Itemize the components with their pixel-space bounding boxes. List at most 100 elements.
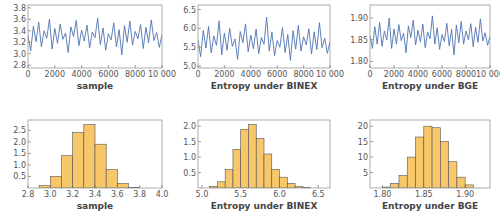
panel: 1.801.851.905101520Entropy under BGE [358, 120, 490, 211]
plot-area [198, 17, 330, 60]
y-tick-label: 2.5 [13, 126, 26, 135]
x-tick-label: 10 000 [148, 70, 176, 79]
x-tick-label: 0 [367, 70, 372, 79]
x-tick [224, 65, 225, 68]
x-axis-label: Entropy under BINEX [211, 201, 318, 211]
histogram-bar [391, 183, 399, 188]
y-tick [198, 157, 201, 158]
x-tick [54, 65, 55, 68]
figure: 0200040006000800010 0002.83.03.23.43.63.… [0, 0, 500, 218]
x-tick [162, 185, 163, 188]
y-tick [198, 126, 201, 127]
y-tick [28, 53, 31, 54]
y-tick-label: 1.5 [13, 149, 26, 158]
trace-line [198, 17, 330, 60]
y-tick [198, 172, 201, 173]
y-tick-label: 3.2 [13, 38, 26, 47]
panel: 5.05.56.06.50.51.01.52.0Entropy under BI… [183, 120, 330, 211]
histogram-bar [256, 139, 264, 188]
histogram-bar [73, 133, 84, 188]
y-tick-label: 0.5 [13, 172, 26, 181]
x-tick [442, 65, 443, 68]
y-tick [198, 28, 201, 29]
x-tick-label: 8000 [125, 70, 145, 79]
x-tick-label: 1.85 [415, 190, 433, 199]
y-tick-label: 0.5 [183, 169, 196, 178]
y-tick [198, 141, 201, 142]
x-tick-label: 6000 [432, 70, 452, 79]
x-tick [135, 65, 136, 68]
x-tick-label: 3.8 [133, 190, 146, 199]
y-tick [28, 141, 31, 142]
histogram-bar [280, 177, 288, 188]
plot-area [210, 125, 311, 188]
plot-area [382, 126, 473, 188]
y-tick [370, 141, 373, 142]
y-tick [370, 61, 373, 62]
x-tick [162, 65, 163, 68]
x-tick [382, 185, 383, 188]
x-tick-label: 2000 [214, 70, 234, 79]
histogram-bar [62, 156, 73, 188]
x-tick-label: 5.0 [196, 190, 209, 199]
histogram-bar [432, 128, 440, 188]
x-axis-label: Entropy under BINEX [211, 81, 318, 91]
x-axis-label: Entropy under BGE [382, 81, 478, 91]
y-tick [370, 39, 373, 40]
x-tick-label: 6.0 [273, 190, 286, 199]
y-tick-label: 10 [358, 153, 368, 162]
y-tick-label: 6.5 [183, 6, 196, 15]
frame [28, 120, 162, 188]
x-tick-label: 4000 [241, 70, 261, 79]
y-tick-label: 3.4 [13, 27, 26, 36]
y-tick [28, 7, 31, 8]
histogram-bar [217, 182, 225, 188]
x-axis-label: sample [77, 81, 113, 91]
x-tick-label: 0 [195, 70, 200, 79]
panel: 0200040006000800010 0005.05.56.06.5Entro… [183, 5, 344, 91]
x-tick [72, 185, 73, 188]
x-tick [139, 185, 140, 188]
x-tick-label: 4.0 [156, 190, 169, 199]
x-axis-label: Entropy under BGE [382, 201, 478, 211]
x-tick-label: 2000 [45, 70, 65, 79]
frame [370, 5, 490, 68]
y-tick [198, 66, 201, 67]
x-tick-label: 5.5 [234, 190, 247, 199]
x-tick-label: 3.4 [89, 190, 102, 199]
histogram-bar [440, 142, 448, 188]
y-tick-label: 1.80 [350, 57, 368, 66]
histogram-bar [424, 126, 432, 188]
x-tick-label: 4000 [71, 70, 91, 79]
y-tick-label: 5.0 [183, 62, 196, 71]
x-tick-label: 10 000 [316, 70, 344, 79]
y-tick [28, 19, 31, 20]
x-tick [490, 65, 491, 68]
x-tick-label: 1.80 [374, 190, 392, 199]
x-tick-label: 0 [25, 70, 30, 79]
plot-area [39, 125, 140, 188]
x-tick [50, 185, 51, 188]
x-tick-label: 3.2 [66, 190, 79, 199]
x-tick-label: 3.0 [44, 190, 57, 199]
y-tick [28, 30, 31, 31]
plot-area [28, 18, 162, 55]
panel: 0200040006000800010 0001.801.851.90Entro… [350, 5, 500, 91]
x-tick-label: 8000 [456, 70, 476, 79]
y-tick [28, 164, 31, 165]
histogram-bar [399, 176, 407, 188]
histogram-bar [84, 125, 95, 188]
y-tick [370, 18, 373, 19]
x-tick [240, 185, 241, 188]
histogram-bar [272, 169, 280, 188]
y-tick [370, 126, 373, 127]
x-tick [330, 65, 331, 68]
y-tick [28, 153, 31, 154]
y-tick [370, 157, 373, 158]
histogram-bar [241, 129, 249, 188]
x-tick [28, 185, 29, 188]
x-tick [198, 65, 199, 68]
y-tick-label: 2.0 [13, 138, 26, 147]
histogram-bar [287, 183, 295, 188]
y-tick-label: 3.6 [13, 15, 26, 24]
